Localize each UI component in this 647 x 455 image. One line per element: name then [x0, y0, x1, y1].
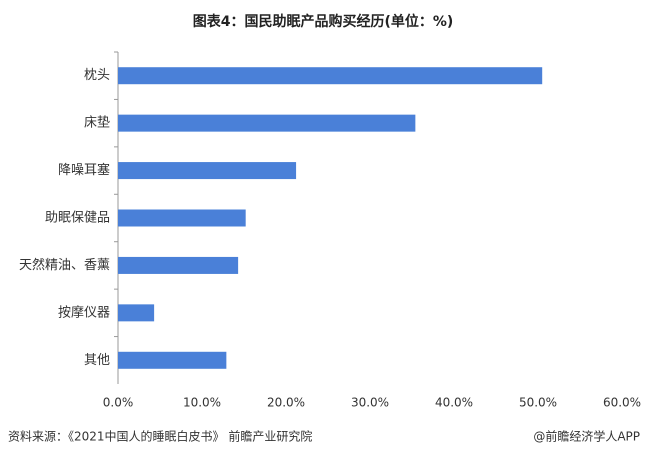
source: 资料来源：《2021中国人的睡眠白皮书》 前瞻产业研究院 [8, 429, 312, 444]
x-tick-label: 0.0% [103, 396, 134, 410]
bar [118, 256, 239, 274]
y-tick-label: 助眠保健品 [45, 211, 110, 226]
y-tick-label: 降噪耳塞 [58, 162, 110, 178]
credit: @前瞻经济学人APP [533, 429, 640, 444]
y-tick-label: 床垫 [84, 115, 110, 131]
x-tick-label: 20.0% [267, 396, 305, 410]
x-tick-label: 10.0% [183, 396, 221, 410]
y-tick-label: 天然精油、香薰 [19, 257, 110, 273]
y-tick-label: 其他 [84, 353, 110, 368]
x-tick-label: 50.0% [519, 396, 557, 410]
x-tick-label: 60.0% [603, 396, 641, 410]
bar [118, 162, 297, 180]
x-tick-label: 40.0% [435, 396, 473, 410]
x-tick-label: 30.0% [351, 396, 389, 410]
y-tick-label: 枕头 [84, 68, 110, 83]
bar [118, 304, 155, 322]
bar [118, 209, 246, 227]
bar [118, 67, 543, 85]
chart-title: 图表4：国民助眠产品购买经历(单位：%) [193, 13, 454, 30]
bar [118, 114, 416, 132]
y-tick-label: 按摩仪器 [58, 304, 110, 320]
bar [118, 351, 227, 369]
